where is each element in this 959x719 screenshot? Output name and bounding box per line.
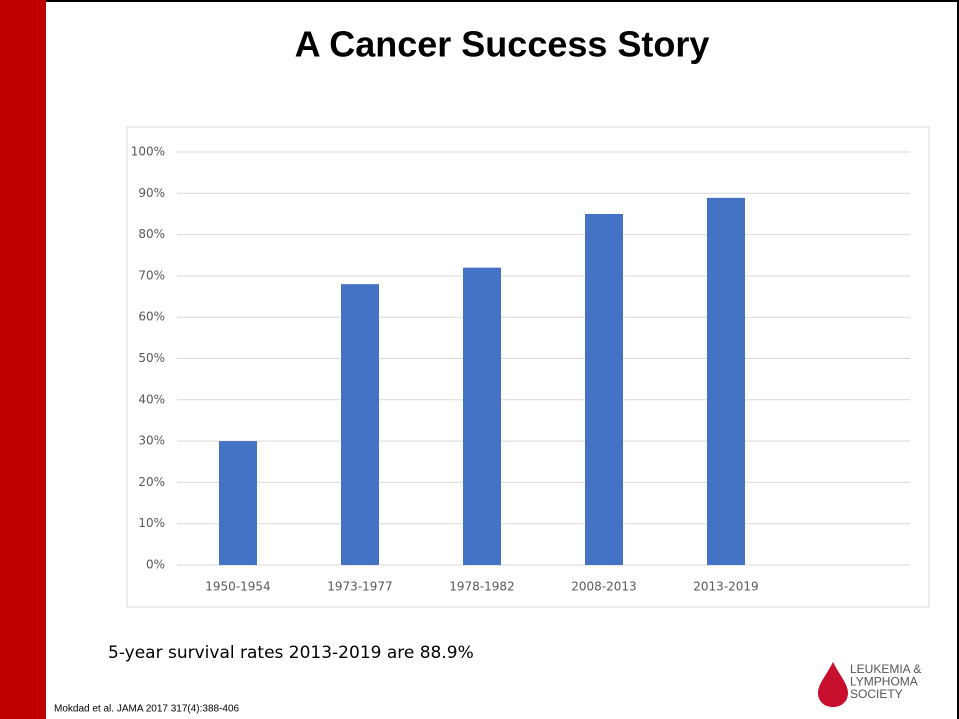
logo-text: LYMPHOMA xyxy=(850,675,918,689)
x-tick-label: 2013-2019 xyxy=(693,580,758,594)
bar xyxy=(219,441,257,565)
x-tick-label: 1978-1982 xyxy=(449,580,514,594)
y-tick-label: 100% xyxy=(131,145,165,159)
bar xyxy=(707,197,745,565)
y-tick-label: 40% xyxy=(138,392,165,406)
y-tick-label: 50% xyxy=(138,351,165,365)
chart-title: A Cancer Success Story xyxy=(295,24,710,65)
y-tick-label: 70% xyxy=(138,268,165,282)
bar xyxy=(341,284,379,565)
x-tick-label: 2008-2013 xyxy=(571,580,636,594)
y-tick-label: 90% xyxy=(138,186,165,200)
y-tick-label: 80% xyxy=(138,227,165,241)
source-note: Mokdad et al. JAMA 2017 317(4):388-406 xyxy=(54,704,240,715)
y-tick-label: 10% xyxy=(138,516,165,530)
y-tick-label: 0% xyxy=(146,558,165,572)
y-tick-label: 30% xyxy=(138,434,165,448)
chart-frame xyxy=(126,126,930,608)
side-bar xyxy=(0,0,46,719)
y-tick-label: 60% xyxy=(138,310,165,324)
logo-drop xyxy=(818,662,848,707)
bar xyxy=(585,213,623,565)
bar xyxy=(463,267,501,565)
x-tick-label: 1950-1954 xyxy=(205,580,270,594)
logo-text: LEUKEMIA & xyxy=(850,662,921,676)
x-tick-label: 1973-1977 xyxy=(327,580,392,594)
logo-text: SOCIETY xyxy=(850,687,903,701)
caption: 5-year survival rates 2013-2019 are 88.9… xyxy=(108,643,474,663)
y-tick-label: 20% xyxy=(138,475,165,489)
